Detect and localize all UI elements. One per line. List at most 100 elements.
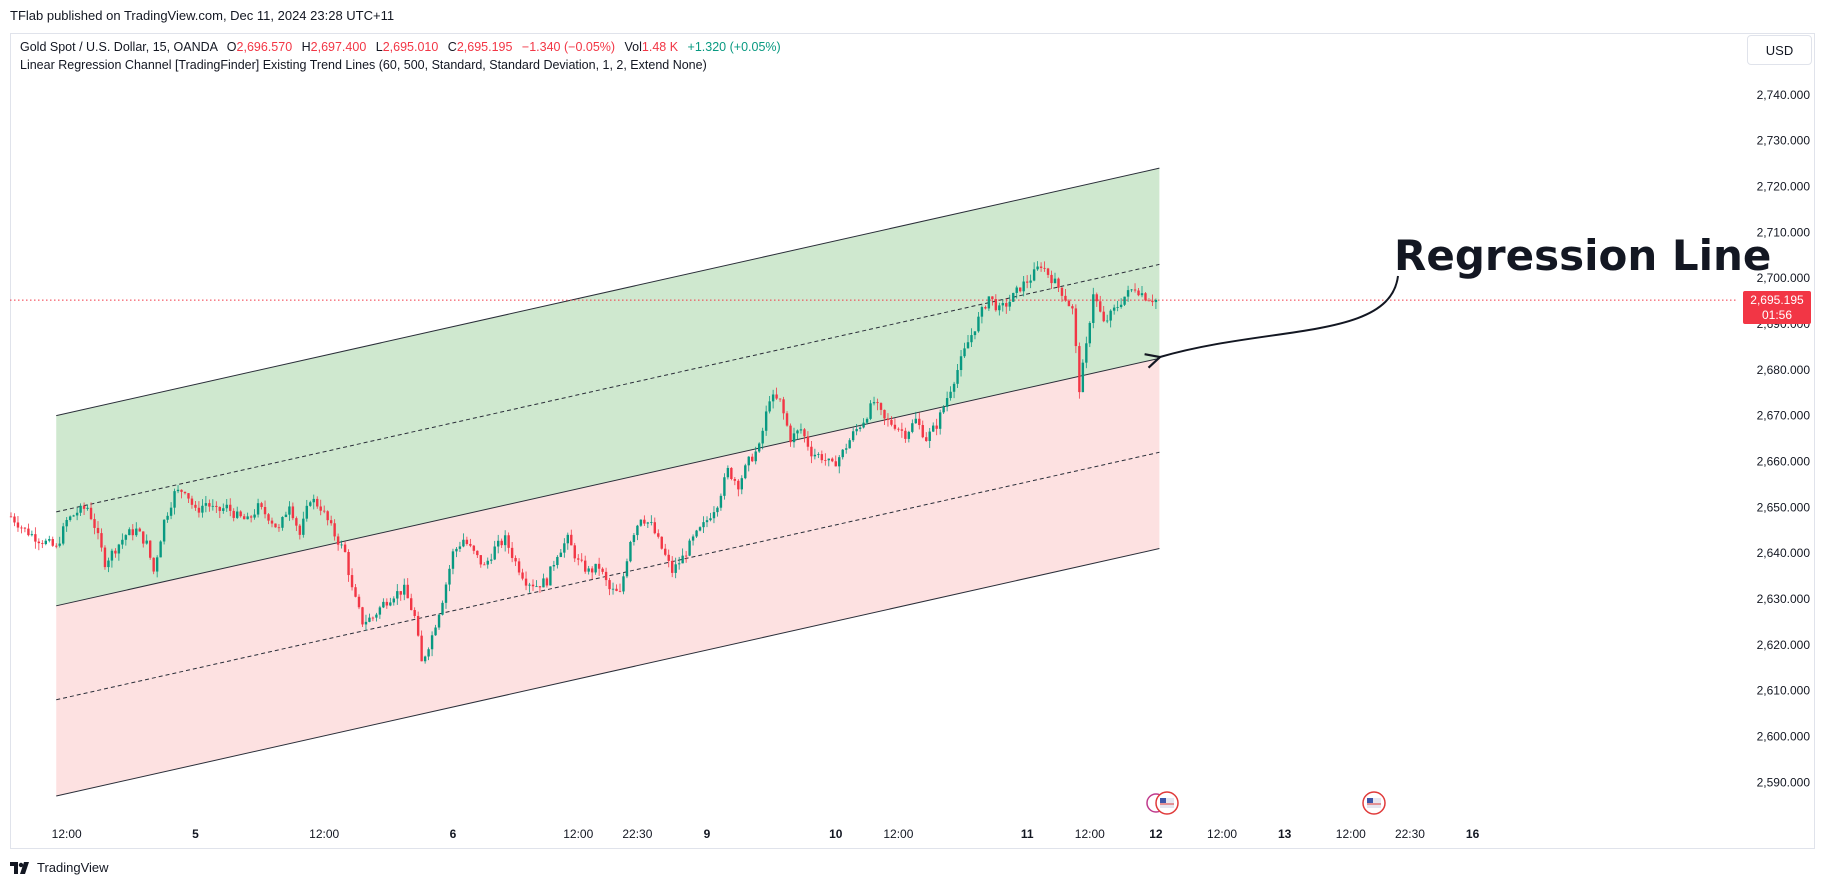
candle-body <box>549 566 552 586</box>
candle-body <box>1071 306 1074 309</box>
candle-body <box>677 563 681 565</box>
candle-body <box>135 528 138 536</box>
candle-body <box>966 342 970 349</box>
candle-body <box>570 534 573 546</box>
us-flag-icon-canton <box>1367 798 1373 803</box>
candle-body <box>455 548 458 552</box>
candle-body <box>751 456 754 462</box>
candle-body <box>169 507 173 516</box>
candle-body <box>824 460 827 461</box>
candle-body <box>371 617 375 619</box>
annotation-label[interactable]: Regression Line <box>1394 231 1771 280</box>
x-tick-label: 12:00 <box>309 827 339 841</box>
x-tick-label: 11 <box>1021 827 1034 841</box>
candle-body <box>117 544 121 554</box>
candle-body <box>897 428 900 430</box>
candle-body <box>1081 362 1085 393</box>
candle-body <box>51 539 54 546</box>
candle-body <box>211 505 215 507</box>
candle-body <box>1095 294 1098 302</box>
candle-body <box>542 578 545 588</box>
candle-body <box>225 504 228 509</box>
symbol-legend[interactable]: Gold Spot / U.S. Dollar, 15, OANDA O2,69… <box>20 40 781 54</box>
candle-body <box>340 544 343 546</box>
price-tag-countdown: 01:56 <box>1762 308 1792 322</box>
channel-lower-band <box>56 548 1160 797</box>
close-value: 2,695.195 <box>456 40 513 54</box>
candle-body <box>284 514 288 517</box>
candle-body <box>771 394 775 402</box>
candle-body <box>653 522 656 534</box>
candle-body <box>980 307 984 317</box>
x-tick-label: 13 <box>1278 827 1292 841</box>
candle-body <box>827 458 830 461</box>
time-axis[interactable]: 12:00 5 12:00 6 12:00 22:30 9 10 12:00 11 12:00 12 1… <box>52 827 1480 841</box>
candle-body <box>622 576 625 592</box>
candle-body <box>142 531 145 544</box>
candle-body <box>58 543 61 546</box>
candle-body <box>291 506 295 519</box>
candle-body <box>1019 287 1022 292</box>
y-tick-label: 2,670.000 <box>1757 409 1811 423</box>
candle-body <box>204 503 208 506</box>
channel-upper-band <box>56 167 1160 417</box>
candle-body <box>1092 294 1095 323</box>
candle-body <box>427 649 430 657</box>
candle-body <box>535 586 538 588</box>
regression-annotation[interactable]: Regression Line <box>1160 231 1771 357</box>
candle-body <box>37 541 41 544</box>
candle-body <box>416 615 420 636</box>
candle-body <box>1074 308 1078 347</box>
candle-body <box>302 518 305 535</box>
candle-body <box>323 510 326 512</box>
candle-body <box>698 527 702 531</box>
candle-body <box>1088 322 1091 344</box>
candle-body <box>256 503 260 515</box>
candle-body <box>883 409 886 419</box>
candle-body <box>907 431 911 439</box>
currency-button[interactable]: USD <box>1747 35 1812 65</box>
candle-body <box>584 560 587 572</box>
us-flag-icon-field <box>1160 798 1174 808</box>
candle-body <box>918 418 921 426</box>
candle-body <box>601 568 604 572</box>
candle-body <box>712 512 716 519</box>
candle-body <box>166 515 169 520</box>
candle-body <box>277 527 281 529</box>
y-tick-label: 2,710.000 <box>1757 225 1811 239</box>
candle-body <box>1137 290 1140 296</box>
candle-body <box>660 536 663 549</box>
candle-body <box>629 541 632 562</box>
candle-body <box>368 617 371 622</box>
candle-body <box>608 580 611 590</box>
x-tick-label: 12:00 <box>52 827 82 841</box>
event-icons[interactable] <box>1146 791 1386 815</box>
candle-body <box>378 607 382 615</box>
price-tag-background <box>1743 291 1811 324</box>
candle-body <box>744 465 747 479</box>
candle-body <box>23 527 27 529</box>
annotation-arrow[interactable] <box>1160 275 1399 357</box>
price-change: −1.340 (−0.05%) <box>521 40 616 54</box>
tradingview-brand: TradingView <box>37 860 109 875</box>
high-value: 2,697.400 <box>310 40 367 54</box>
candle-body <box>413 610 416 616</box>
candle-body <box>229 504 232 511</box>
candle-body <box>796 430 799 434</box>
candle-body <box>904 430 907 439</box>
candle-body <box>458 546 462 549</box>
indicator-legend[interactable]: Linear Regression Channel [TradingFinder… <box>20 58 707 72</box>
candle-body <box>382 601 385 608</box>
candle-body <box>911 423 914 432</box>
close-label: C <box>447 40 457 54</box>
candle-body <box>107 560 110 568</box>
price-axis[interactable]: 2,590.000 2,600.000 2,610.000 2,620.000 2,63… <box>1757 88 1811 789</box>
tradingview-logo[interactable]: TradingView <box>10 860 109 875</box>
chart-frame <box>10 33 1815 849</box>
candle-body <box>810 446 813 457</box>
candle-body <box>1102 311 1105 322</box>
candle-body <box>938 412 942 429</box>
symbol-title[interactable]: Gold Spot / U.S. Dollar, 15, OANDA <box>20 40 218 54</box>
open-value: 2,696.570 <box>236 40 293 54</box>
